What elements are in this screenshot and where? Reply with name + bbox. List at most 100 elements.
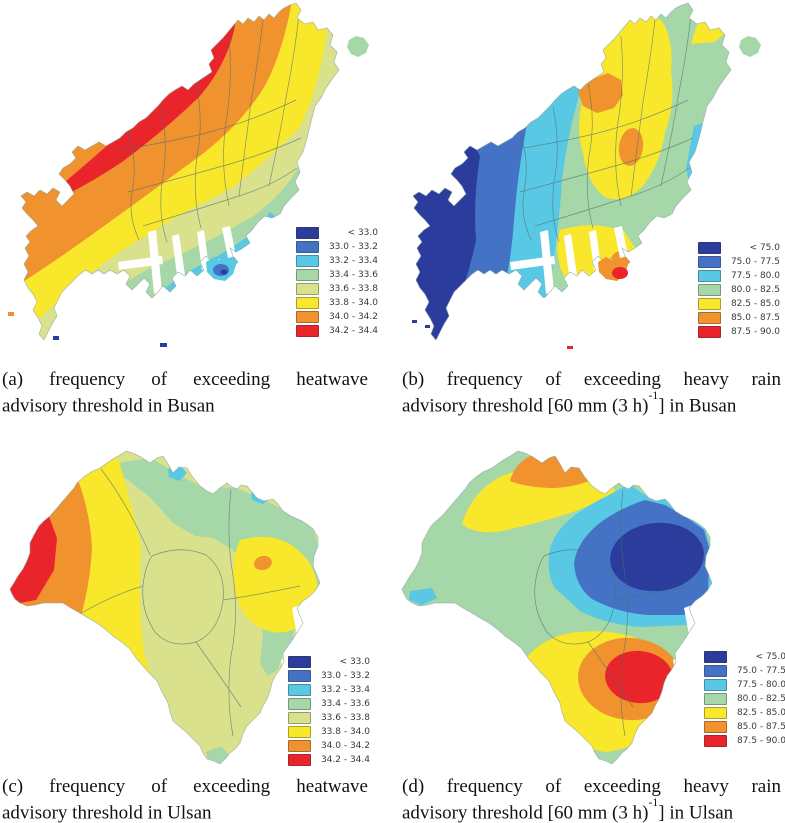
map-ulsan-rain [401,450,713,765]
legend-item: < 75.0 [704,651,785,663]
legend-swatch [698,326,721,338]
district-boundaries [117,13,302,243]
harbor-inlet [172,234,186,284]
legend-swatch [296,311,319,323]
legend-label: < 75.0 [749,242,780,253]
legend-swatch [698,270,721,282]
legend-label: < 75.0 [755,651,785,662]
legend-swatch [296,283,319,295]
panel-busan-heatwave: < 33.0 33.0 - 33.2 33.2 - 33.4 33.4 - 33… [0,0,392,360]
coast-inlet [273,683,284,701]
legend-label: 33.4 - 33.6 [328,269,378,280]
legend-item: 33.8 - 34.0 [296,297,378,309]
coastline [401,450,713,765]
legend-item: 87.5 - 90.0 [698,326,780,338]
legend-swatch [704,735,727,747]
legend-swatch [296,269,319,281]
legend-item: 33.0 - 33.2 [296,241,378,253]
legend-item: 33.6 - 33.8 [288,712,370,724]
caption-c: (c) frequency of exceeding heatwave advi… [0,767,392,823]
legend-item: 75.0 - 77.5 [704,665,785,677]
legend-label: 82.5 - 85.0 [730,298,780,309]
district-boundaries [534,489,693,737]
legend-item: 34.2 - 34.4 [288,754,370,766]
legend-swatch [288,726,311,738]
legend-swatch [296,227,319,239]
legend-label: 34.2 - 34.4 [320,754,370,765]
legend-swatch [296,255,319,267]
district-boundaries [509,13,694,243]
legend-label: < 33.0 [347,227,378,238]
caption-a-line2: advisory threshold in Busan [2,395,215,417]
legend-swatch [296,325,319,337]
islet-dot [160,343,167,347]
legend-label: 34.0 - 34.2 [320,740,370,751]
coast-inlet [673,657,685,683]
legend-item: 80.0 - 82.5 [704,693,785,705]
blob-orange-north [578,73,623,113]
legend-swatch [704,679,727,691]
legend-item: < 75.0 [698,242,780,254]
islet-dot [567,346,573,349]
band-navy-west [413,122,480,340]
legend-item: 85.0 - 87.5 [704,721,785,733]
yeongdo-island [598,257,628,281]
legend-item: 34.2 - 34.4 [296,325,378,337]
caption-c-line1: (c) frequency of exceeding heatwave [2,776,368,797]
legend-item: 33.4 - 33.6 [288,698,370,710]
caption-a-line1: (a) frequency of exceeding heatwave [2,369,368,390]
yeongdo-island [206,257,236,281]
legend-label: 33.2 - 33.4 [320,684,370,695]
legend-swatch [288,698,311,710]
legend-item: 80.0 - 82.5 [698,284,780,296]
panel-ulsan-heatwave: < 33.0 33.0 - 33.2 33.2 - 33.4 33.4 - 33… [0,432,392,767]
legend-swatch [288,740,311,752]
legend-heatwave-busan: < 33.0 33.0 - 33.2 33.2 - 33.4 33.4 - 33… [296,227,378,337]
caption-b: (b) frequency of exceeding heavy rain ad… [392,360,785,432]
legend-swatch [288,670,311,682]
legend-swatch [296,241,319,253]
legend-label: 33.8 - 34.0 [320,726,370,737]
panel-ulsan-rain: < 75.0 75.0 - 77.5 77.5 - 80.0 80.0 - 82… [392,432,785,767]
blob-orange-ne-tip [720,3,731,13]
coastline [412,2,732,341]
legend-label: 87.5 - 90.0 [736,735,785,746]
caption-b-line2: advisory threshold [60 mm (3 h)-1] in Bu… [402,388,737,417]
legend-label: 34.0 - 34.2 [328,311,378,322]
patch-cyan-se [620,760,632,764]
coastline [9,450,321,765]
legend-label: 77.5 - 80.0 [730,270,780,281]
legend-swatch [704,651,727,663]
legend-rain-busan: < 75.0 75.0 - 77.5 77.5 - 80.0 80.0 - 82… [698,242,780,338]
map-ulsan-heatwave [9,450,321,765]
legend-swatch [288,712,311,724]
legend-swatch [698,242,721,254]
legend-item: 87.5 - 90.0 [704,735,785,747]
harbor-inlet [564,234,578,284]
legend-item: 77.5 - 80.0 [704,679,785,691]
band-red-west-tip [10,511,57,604]
legend-item: 33.6 - 33.8 [296,283,378,295]
legend-swatch [288,684,311,696]
legend-swatch [288,656,311,668]
legend-swatch [296,297,319,309]
coast-inlet [665,683,676,701]
strip-cyan-east [685,636,707,650]
legend-label: 85.0 - 87.5 [730,312,780,323]
map-busan-rain [412,2,761,349]
legend-swatch [704,721,727,733]
harbor-channel [510,256,555,270]
islet-dot [412,320,417,323]
legend-label: 87.5 - 90.0 [730,326,780,337]
legend-swatch [698,284,721,296]
legend-item: 34.0 - 34.2 [288,740,370,752]
legend-label: 80.0 - 82.5 [736,693,785,704]
legend-item: 77.5 - 80.0 [698,270,780,282]
harbor-channel [118,256,163,270]
legend-swatch [698,298,721,310]
caption-a: (a) frequency of exceeding heatwave advi… [0,360,392,432]
legend-item: 33.0 - 33.2 [288,670,370,682]
islet-dot [425,325,430,328]
legend-label: 33.2 - 33.4 [328,255,378,266]
